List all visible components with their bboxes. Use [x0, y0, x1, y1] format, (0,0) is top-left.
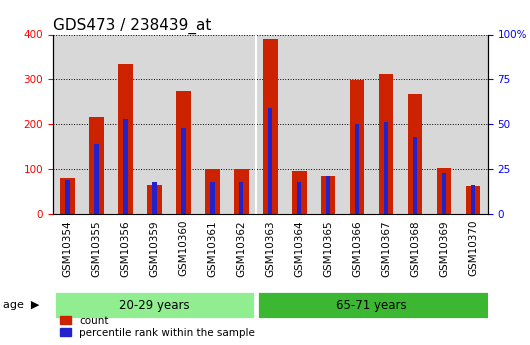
Text: GSM10361: GSM10361: [207, 220, 217, 277]
Text: 20-29 years: 20-29 years: [119, 299, 190, 312]
Bar: [118, 64, 132, 214]
Bar: [350, 80, 365, 214]
Bar: [205, 169, 219, 214]
Bar: [442, 172, 446, 214]
Text: GSM10359: GSM10359: [149, 220, 160, 277]
Text: GSM10368: GSM10368: [410, 220, 420, 277]
Bar: [268, 108, 272, 214]
Text: GSM10354: GSM10354: [63, 220, 73, 277]
Text: GSM10366: GSM10366: [352, 220, 362, 277]
FancyBboxPatch shape: [54, 291, 255, 319]
Bar: [239, 181, 243, 214]
Text: GSM10360: GSM10360: [179, 220, 188, 276]
Text: GSM10355: GSM10355: [92, 220, 101, 277]
Bar: [437, 168, 452, 214]
Bar: [210, 181, 215, 214]
Bar: [263, 39, 278, 214]
Bar: [65, 180, 69, 214]
Bar: [123, 119, 128, 214]
Bar: [355, 124, 359, 214]
Text: GSM10365: GSM10365: [323, 220, 333, 277]
Text: age  ▶: age ▶: [3, 300, 39, 310]
Bar: [297, 181, 302, 214]
Bar: [379, 74, 393, 214]
Bar: [408, 94, 422, 214]
Bar: [326, 176, 330, 214]
FancyBboxPatch shape: [257, 291, 502, 319]
Bar: [292, 171, 306, 214]
Bar: [176, 90, 191, 214]
Text: GSM10369: GSM10369: [439, 220, 449, 277]
Bar: [413, 137, 417, 214]
Text: GDS473 / 238439_at: GDS473 / 238439_at: [53, 18, 211, 34]
Bar: [94, 144, 99, 214]
Text: 65-71 years: 65-71 years: [337, 299, 407, 312]
Text: GSM10356: GSM10356: [120, 220, 130, 277]
Text: GSM10362: GSM10362: [236, 220, 246, 277]
Text: GSM10363: GSM10363: [266, 220, 275, 277]
Bar: [466, 186, 480, 214]
Text: GSM10367: GSM10367: [381, 220, 391, 277]
Bar: [471, 185, 475, 214]
Bar: [60, 178, 75, 214]
Text: GSM10364: GSM10364: [294, 220, 304, 277]
Bar: [89, 117, 104, 214]
Bar: [181, 128, 186, 214]
Bar: [384, 122, 388, 214]
Bar: [234, 169, 249, 214]
Legend: count, percentile rank within the sample: count, percentile rank within the sample: [58, 314, 257, 340]
Bar: [147, 185, 162, 214]
Text: GSM10370: GSM10370: [468, 220, 478, 276]
Bar: [321, 176, 335, 214]
Bar: [152, 181, 156, 214]
